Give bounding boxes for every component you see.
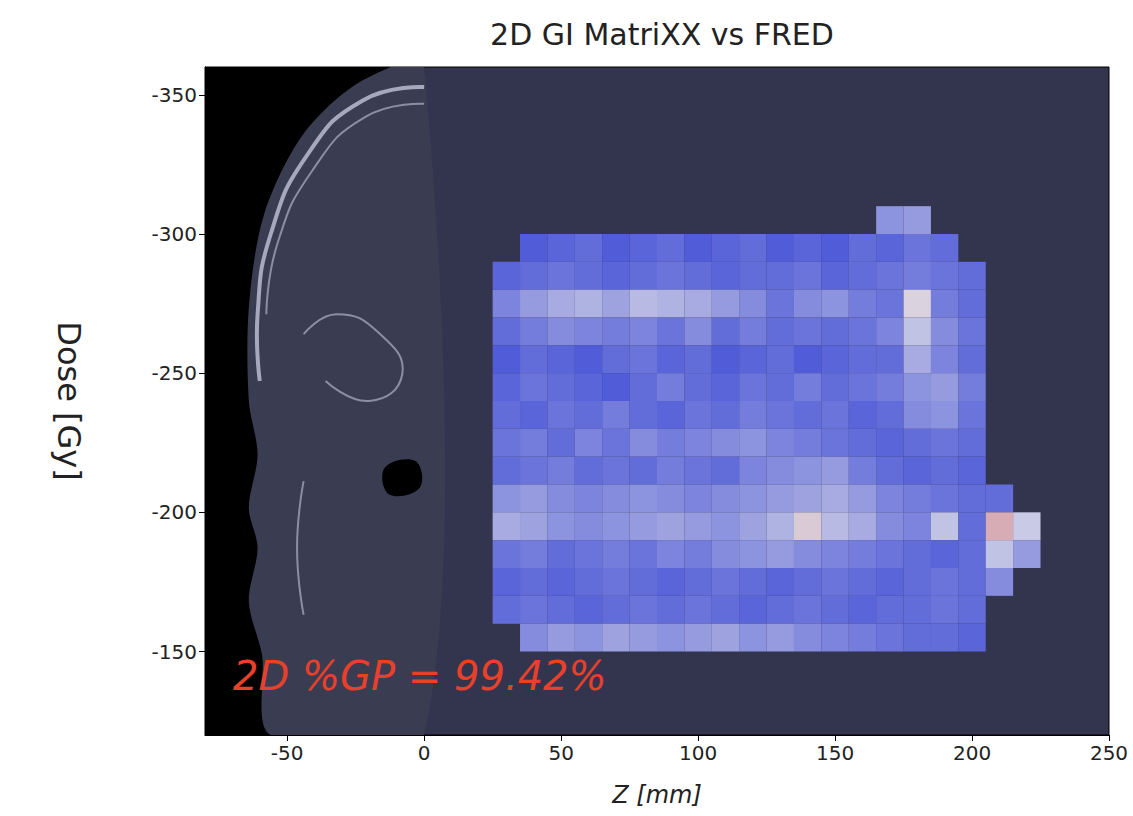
svg-text:-200: -200 [152, 500, 197, 524]
svg-text:-300: -300 [152, 222, 197, 246]
svg-text:Dose [Gy]: Dose [Gy] [50, 321, 88, 480]
svg-text:50: 50 [548, 741, 573, 765]
svg-text:Z [mm]: Z [mm] [611, 781, 702, 809]
svg-text:-50: -50 [271, 741, 304, 765]
svg-text:-250: -250 [152, 361, 197, 385]
svg-text:2D GI MatriXX vs FRED: 2D GI MatriXX vs FRED [490, 17, 834, 52]
svg-text:2D %GP = 99.42%: 2D %GP = 99.42% [233, 653, 607, 699]
svg-text:150: 150 [816, 741, 854, 765]
svg-text:250: 250 [1090, 741, 1128, 765]
svg-text:-350: -350 [152, 83, 197, 107]
svg-text:-150: -150 [152, 640, 197, 664]
svg-text:0: 0 [418, 741, 431, 765]
svg-text:200: 200 [953, 741, 991, 765]
svg-text:100: 100 [679, 741, 717, 765]
